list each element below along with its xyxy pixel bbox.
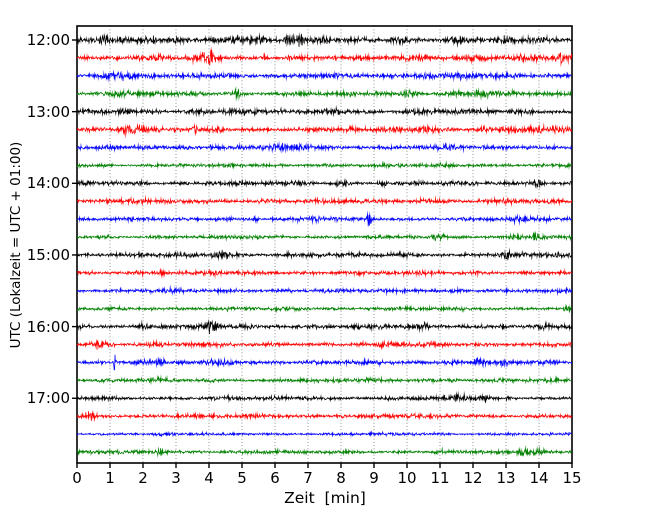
x-tick-label: 13 [496, 469, 516, 487]
x-tick-label: 6 [270, 469, 280, 487]
x-tick-label: 10 [397, 469, 417, 487]
y-tick-label: 12:00 [26, 31, 70, 49]
x-tick-label: 15 [562, 469, 582, 487]
x-tick-label: 4 [204, 469, 214, 487]
x-tick-label: 5 [237, 469, 247, 487]
y-tick-label: 13:00 [26, 102, 70, 121]
x-tick-label: 12 [463, 469, 483, 487]
x-tick-label: 9 [369, 469, 379, 487]
y-tick-label: 16:00 [26, 317, 70, 336]
x-tick-label: 11 [430, 469, 450, 487]
x-tick-label: 7 [303, 469, 313, 487]
x-tick-label: 2 [138, 469, 148, 487]
y-tick-label: 17:00 [26, 389, 70, 408]
x-tick-label: 3 [171, 469, 181, 487]
x-tick-label: 14 [529, 469, 549, 487]
x-tick-label: 0 [72, 469, 82, 487]
x-tick-label: 8 [336, 469, 346, 487]
x-tick-label: 1 [105, 469, 115, 487]
x-axis-label: Zeit [min] [284, 489, 366, 507]
y-tick-label: 15:00 [26, 245, 70, 264]
y-tick-label: 14:00 [26, 174, 70, 193]
